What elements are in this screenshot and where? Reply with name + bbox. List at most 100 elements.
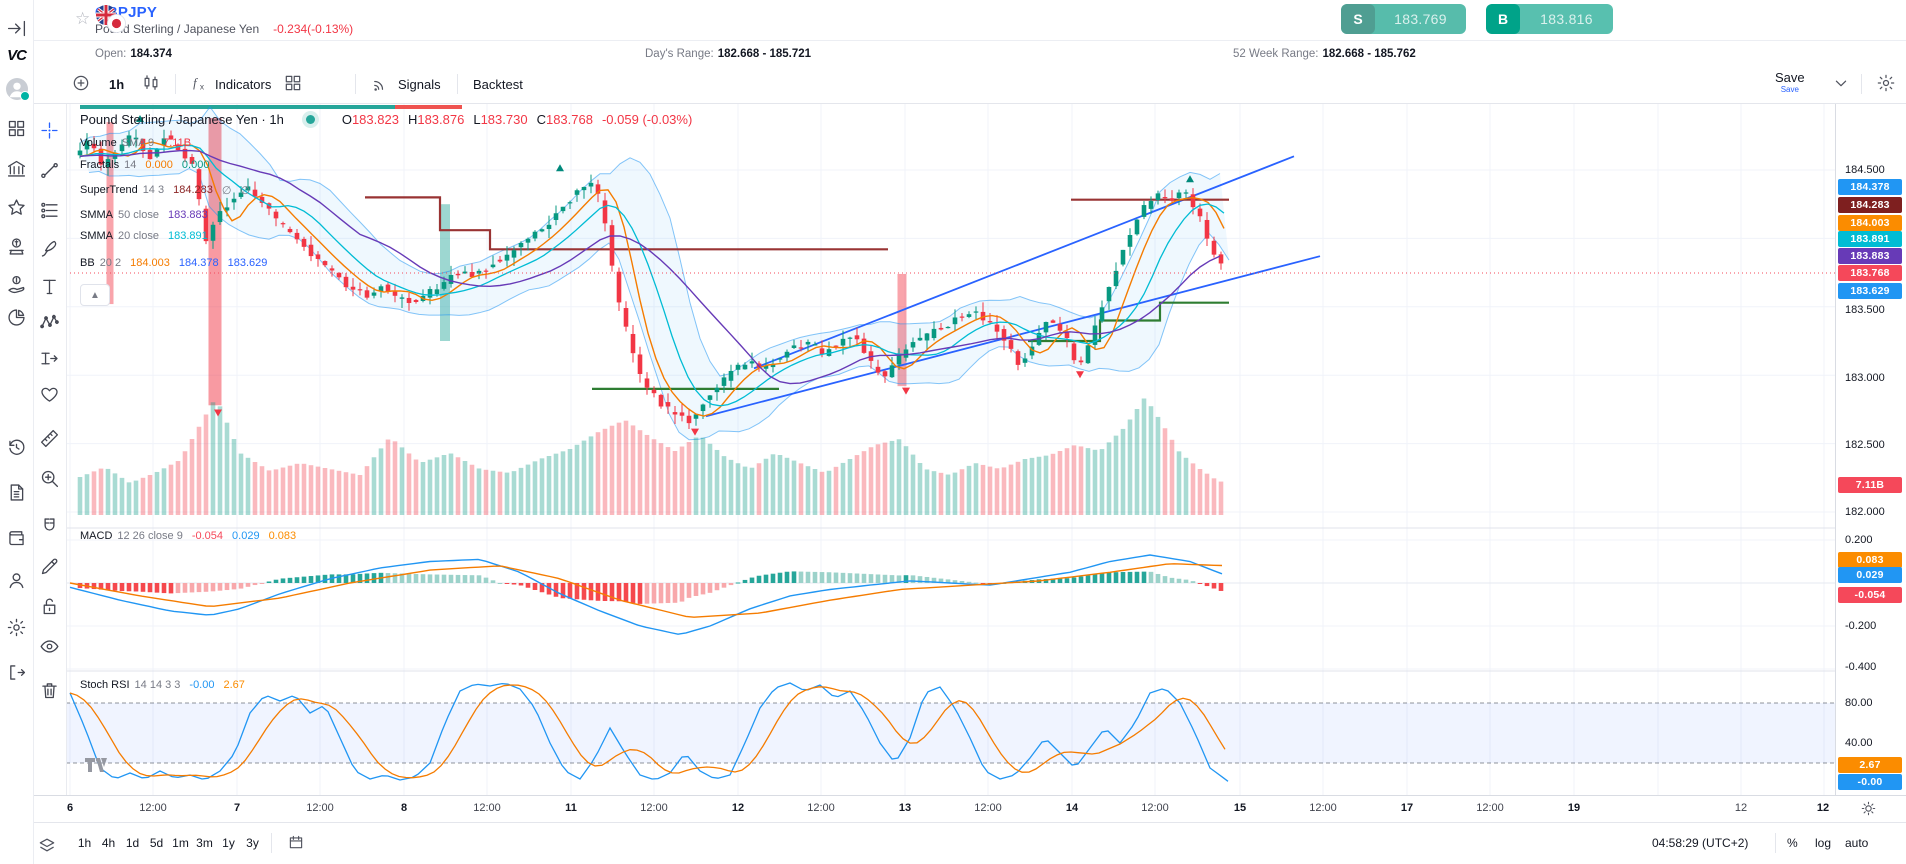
sell-button[interactable]: S 183.769 bbox=[1341, 4, 1466, 34]
axis-tick: 182.500 bbox=[1845, 439, 1885, 451]
sidebar-item-withdraw[interactable] bbox=[4, 272, 29, 297]
sidebar-item-wallet[interactable] bbox=[4, 525, 29, 550]
time-label: 13 bbox=[898, 802, 912, 814]
time-label: 12:00 bbox=[974, 802, 1002, 814]
axis-tick: 183.000 bbox=[1845, 372, 1885, 384]
dashboard-grid-icon bbox=[8, 120, 25, 137]
sidebar-item-star[interactable] bbox=[4, 195, 29, 220]
sidebar-item-pie[interactable] bbox=[4, 305, 29, 330]
price-chart[interactable] bbox=[66, 103, 1835, 795]
draw-tool-ruler[interactable] bbox=[36, 425, 63, 452]
range-button-3m[interactable]: 3m bbox=[196, 836, 213, 850]
draw-tool-horizontal-lines[interactable] bbox=[36, 197, 63, 224]
range-button-1d[interactable]: 1d bbox=[125, 836, 140, 850]
indicator-row-volume[interactable]: Volume SMA 9 7.11B bbox=[80, 137, 192, 149]
sidebar-item-statement[interactable] bbox=[4, 480, 29, 505]
time-label: 7 bbox=[233, 802, 241, 814]
range-button-1m[interactable]: 1m bbox=[172, 836, 189, 850]
time-label: 15 bbox=[1233, 802, 1247, 814]
price-badge: 184.378 bbox=[1838, 179, 1902, 195]
range-button-3y[interactable]: 3y bbox=[246, 836, 259, 850]
signals-button[interactable]: Signals bbox=[371, 66, 441, 102]
draw-tool-trend-line[interactable] bbox=[36, 157, 63, 184]
time-label: 12 bbox=[1816, 802, 1830, 814]
sidebar-item-vc-logo[interactable]: VC bbox=[4, 43, 29, 68]
draw-tool-long-position[interactable] bbox=[36, 345, 63, 372]
log-scale-button[interactable]: log bbox=[1815, 836, 1832, 850]
draw-tool-brush[interactable] bbox=[36, 235, 63, 262]
drawing-toolbar bbox=[33, 103, 67, 795]
buy-chip: B bbox=[1486, 4, 1520, 34]
range-button-4h[interactable]: 4h bbox=[101, 836, 116, 850]
percent-scale-button[interactable]: % bbox=[1787, 836, 1798, 850]
market-status-dot bbox=[305, 115, 315, 124]
auto-scale-button[interactable]: auto bbox=[1845, 836, 1869, 850]
price-badge: 0.029 bbox=[1838, 567, 1902, 583]
add-symbol-button[interactable] bbox=[71, 66, 91, 102]
indicator-row-smma[interactable]: SMMA 50 close 183.883 bbox=[80, 209, 208, 221]
indicator-row-stoch-rsi[interactable]: Stoch RSI 14 14 3 3 -0.00 2.67 bbox=[80, 679, 245, 691]
sidebar-item-bank[interactable] bbox=[4, 156, 29, 181]
save-button[interactable]: Save Save bbox=[1775, 70, 1805, 94]
draw-tool-xabcd-pattern[interactable] bbox=[36, 309, 63, 336]
sidebar-item-avatar[interactable] bbox=[4, 76, 30, 101]
legend-collapse-button[interactable]: ▲ bbox=[80, 284, 110, 306]
chart-settings-button[interactable] bbox=[1876, 66, 1896, 102]
chart-style-button[interactable] bbox=[141, 66, 161, 102]
indicator-row-fractals[interactable]: Fractals 14 0.000 0.000 bbox=[80, 159, 210, 171]
draw-tool-eye[interactable] bbox=[36, 633, 63, 660]
object-tree-icon bbox=[37, 838, 57, 860]
backtest-button[interactable]: Backtest bbox=[473, 76, 523, 92]
goto-date-button[interactable] bbox=[287, 833, 305, 856]
sell-price: 183.769 bbox=[1394, 11, 1447, 27]
sidebar-item-settings[interactable] bbox=[4, 615, 29, 640]
sell-chip: S bbox=[1341, 4, 1375, 34]
time-label: 12:00 bbox=[640, 802, 668, 814]
price-axis[interactable]: 184.500 183.500 183.000 182.500 182.000 0.200… bbox=[1835, 103, 1906, 795]
theme-sun-icon[interactable] bbox=[1860, 800, 1877, 822]
session-clock[interactable]: 04:58:29 (UTC+2) bbox=[1652, 836, 1749, 850]
indicator-row-supertrend[interactable]: SuperTrend 14 3 184.283 ∅ ∅ bbox=[80, 184, 251, 197]
price-badge: 0.083 bbox=[1838, 552, 1902, 568]
time-label: 12:00 bbox=[139, 802, 167, 814]
sidebar-item-dashboard-grid[interactable] bbox=[4, 116, 29, 141]
indicator-templates-icon[interactable] bbox=[283, 73, 303, 96]
sidebar-item-history[interactable] bbox=[4, 435, 29, 460]
draw-tool-crosshair[interactable] bbox=[36, 117, 63, 144]
draw-tool-trash[interactable] bbox=[36, 677, 63, 704]
time-axis[interactable]: 6 12:00 7 12:00 8 12:00 11 12:00 12 12:00 13 12:00 1… bbox=[33, 795, 1906, 823]
range-button-1h[interactable]: 1h bbox=[77, 836, 92, 850]
save-menu-button[interactable] bbox=[1831, 66, 1851, 102]
interval-button[interactable]: 1h bbox=[109, 76, 125, 92]
favorite-star-icon[interactable]: ☆ bbox=[75, 9, 91, 28]
indicator-row-macd[interactable]: MACD 12 26 close 9 -0.054 0.029 0.083 bbox=[80, 530, 297, 542]
vc-logo: VC bbox=[7, 47, 27, 64]
sidebar-item-collapse-right[interactable] bbox=[4, 16, 29, 41]
range-button-1y[interactable]: 1y bbox=[222, 836, 235, 850]
statement-icon bbox=[10, 484, 24, 501]
indicator-row-smma[interactable]: SMMA 20 close 183.891 bbox=[80, 230, 208, 242]
online-status-dot bbox=[19, 90, 30, 101]
tradingview-logo[interactable] bbox=[84, 757, 110, 776]
svg-text:x: x bbox=[200, 81, 205, 91]
bar-change: -0.059 (-0.03%) bbox=[601, 112, 693, 127]
draw-tool-lock-open[interactable] bbox=[36, 593, 63, 620]
sidebar-item-logout[interactable] bbox=[4, 660, 29, 685]
price-badge: 184.003 bbox=[1838, 215, 1902, 231]
time-label: 19 bbox=[1567, 802, 1581, 814]
symbol-header: ☆ GBPJPY Pound Sterling / Japanese Yen -0… bbox=[33, 0, 1906, 40]
draw-tool-magnet[interactable] bbox=[36, 513, 63, 540]
indicator-row-bb[interactable]: BB 20 2 184.003 184.378 183.629 bbox=[80, 257, 268, 269]
draw-tool-text[interactable] bbox=[36, 273, 63, 300]
wallet-icon bbox=[9, 531, 24, 546]
sidebar-item-profile[interactable] bbox=[4, 568, 29, 593]
draw-tool-draw-pencil[interactable] bbox=[36, 553, 63, 580]
draw-tool-zoom-in[interactable] bbox=[36, 465, 63, 492]
draw-tool-shapes-heart[interactable] bbox=[36, 381, 63, 408]
range-button-5d[interactable]: 5d bbox=[149, 836, 164, 850]
object-tree-button[interactable] bbox=[37, 836, 57, 861]
buy-button[interactable]: B 183.816 bbox=[1486, 4, 1613, 34]
legend-title[interactable]: Pound Sterling / Japanese Yen · 1h bbox=[80, 112, 284, 127]
sidebar-item-deposit[interactable] bbox=[4, 234, 29, 259]
